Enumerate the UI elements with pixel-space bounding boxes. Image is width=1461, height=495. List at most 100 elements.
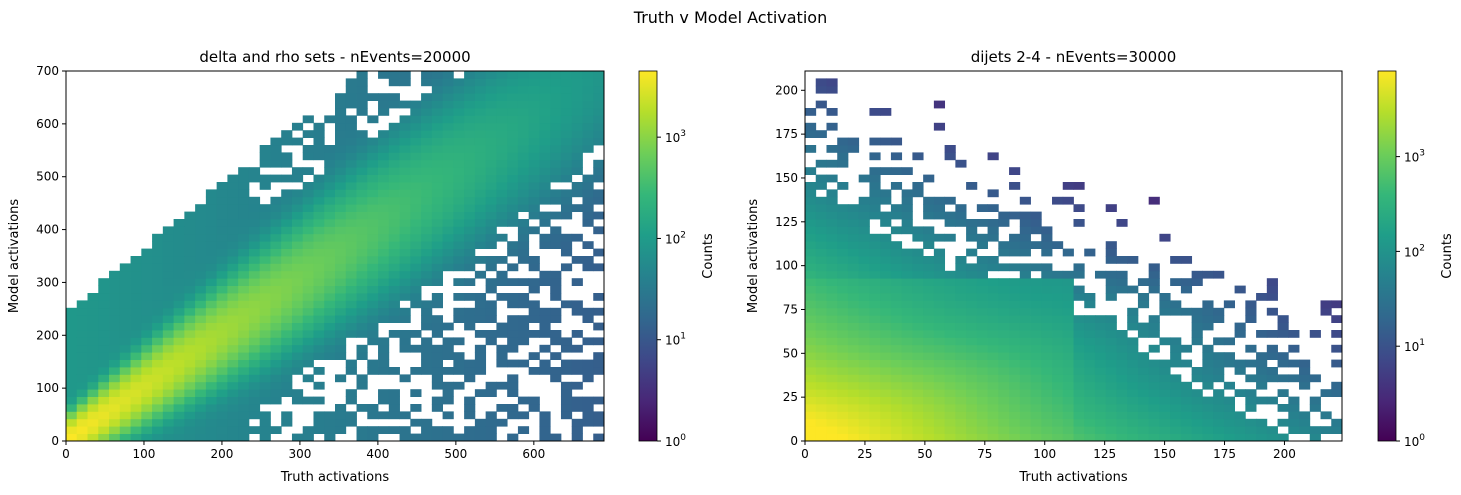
heatmap-cell xyxy=(421,71,433,79)
heatmap-cell xyxy=(130,307,142,316)
heatmap-cell xyxy=(281,152,293,161)
heatmap-cell xyxy=(539,241,551,249)
heatmap-cell xyxy=(1213,352,1225,360)
heatmap-cell xyxy=(109,426,121,434)
heatmap-cell xyxy=(367,293,379,301)
heatmap-cell xyxy=(998,322,1010,331)
y-tick-label: 50 xyxy=(783,346,798,360)
heatmap-cell xyxy=(87,426,99,434)
heatmap-cell xyxy=(335,300,347,309)
heatmap-cell xyxy=(1148,344,1160,353)
heatmap-cell xyxy=(431,100,443,109)
heatmap-cell xyxy=(388,182,400,190)
heatmap-cell xyxy=(388,315,400,323)
heatmap-cell xyxy=(270,374,282,383)
heatmap-cell xyxy=(528,115,540,124)
heatmap-cell xyxy=(474,433,487,442)
heatmap-cell xyxy=(345,359,357,368)
heatmap-cell xyxy=(119,315,131,323)
heatmap-cell xyxy=(1062,300,1074,309)
heatmap-cell xyxy=(141,330,153,338)
heatmap-cell xyxy=(815,285,827,294)
heatmap-cell xyxy=(205,204,218,212)
heatmap-cell xyxy=(173,344,185,353)
heatmap-cell xyxy=(227,322,239,331)
heatmap-cell xyxy=(66,307,78,316)
heatmap-cell xyxy=(335,270,347,279)
heatmap-cell xyxy=(464,293,476,301)
heatmap-cell xyxy=(933,359,946,368)
heatmap-cell xyxy=(324,418,336,427)
heatmap-cell xyxy=(571,130,583,138)
heatmap-cell xyxy=(517,293,530,301)
heatmap-cell xyxy=(291,189,304,198)
heatmap-cell xyxy=(474,145,487,153)
heatmap-cell xyxy=(173,381,185,390)
heatmap-cell xyxy=(227,344,239,353)
heatmap-cell xyxy=(933,211,946,220)
heatmap-cell xyxy=(944,426,956,434)
heatmap-cell xyxy=(805,426,817,434)
heatmap-cell xyxy=(119,396,131,405)
heatmap-cell xyxy=(378,293,390,301)
heatmap-cell xyxy=(152,256,164,264)
heatmap-cell xyxy=(517,248,530,257)
heatmap-cell xyxy=(1127,285,1139,294)
heatmap-cell xyxy=(1116,256,1128,264)
heatmap-cell xyxy=(571,233,583,242)
heatmap-cell xyxy=(923,352,935,360)
heatmap-cell xyxy=(410,219,422,227)
heatmap-cell xyxy=(593,174,605,183)
heatmap-cell xyxy=(1041,433,1053,442)
heatmap-cell xyxy=(517,411,530,420)
heatmap-cell xyxy=(1084,418,1096,427)
heatmap-cell xyxy=(998,300,1010,309)
heatmap-cell xyxy=(227,352,239,360)
heatmap-cell xyxy=(431,256,443,264)
heatmap-cell xyxy=(976,233,988,242)
heatmap-cell xyxy=(1019,352,1031,360)
heatmap-cell xyxy=(966,226,978,235)
x-tick-label: 0 xyxy=(62,447,70,461)
heatmap-cell xyxy=(1137,322,1150,331)
heatmap-cell xyxy=(987,204,999,212)
heatmap-cell xyxy=(281,322,293,331)
heatmap-cell xyxy=(270,263,282,272)
heatmap-cell xyxy=(453,115,465,124)
heatmap-cell xyxy=(485,433,497,442)
heatmap-cell xyxy=(485,71,497,79)
heatmap-cell xyxy=(1127,433,1139,442)
heatmap-cell xyxy=(399,122,411,131)
heatmap-cell xyxy=(507,93,519,101)
heatmap-cell xyxy=(933,256,946,264)
heatmap-cell xyxy=(76,418,88,427)
heatmap-cell xyxy=(205,300,218,309)
heatmap-cell xyxy=(1009,278,1021,286)
heatmap-cell xyxy=(1105,285,1117,294)
heatmap-cell xyxy=(837,270,849,279)
heatmap-cell xyxy=(805,189,817,198)
heatmap-cell xyxy=(1052,374,1064,383)
heatmap-cell xyxy=(826,263,838,272)
heatmap-cell xyxy=(464,115,476,124)
heatmap-cell xyxy=(335,315,347,323)
heatmap-cell xyxy=(464,278,476,286)
heatmap-cell xyxy=(1245,344,1257,353)
heatmap-cell xyxy=(593,352,605,360)
heatmap-cell xyxy=(109,337,121,346)
heatmap-cell xyxy=(141,337,153,346)
heatmap-cell xyxy=(880,189,892,198)
heatmap-cell xyxy=(1073,337,1085,346)
heatmap-cell xyxy=(496,115,508,124)
heatmap-cell xyxy=(130,418,142,427)
heatmap-cell xyxy=(152,322,164,331)
heatmap-cell xyxy=(858,196,870,205)
heatmap-cell xyxy=(890,293,903,301)
heatmap-cell xyxy=(248,374,261,383)
heatmap-cell xyxy=(367,137,379,146)
heatmap-cell xyxy=(1062,337,1074,346)
heatmap-cell xyxy=(162,418,174,427)
heatmap-cell xyxy=(195,381,207,390)
heatmap-cell xyxy=(528,85,540,94)
heatmap-cell xyxy=(507,293,519,301)
